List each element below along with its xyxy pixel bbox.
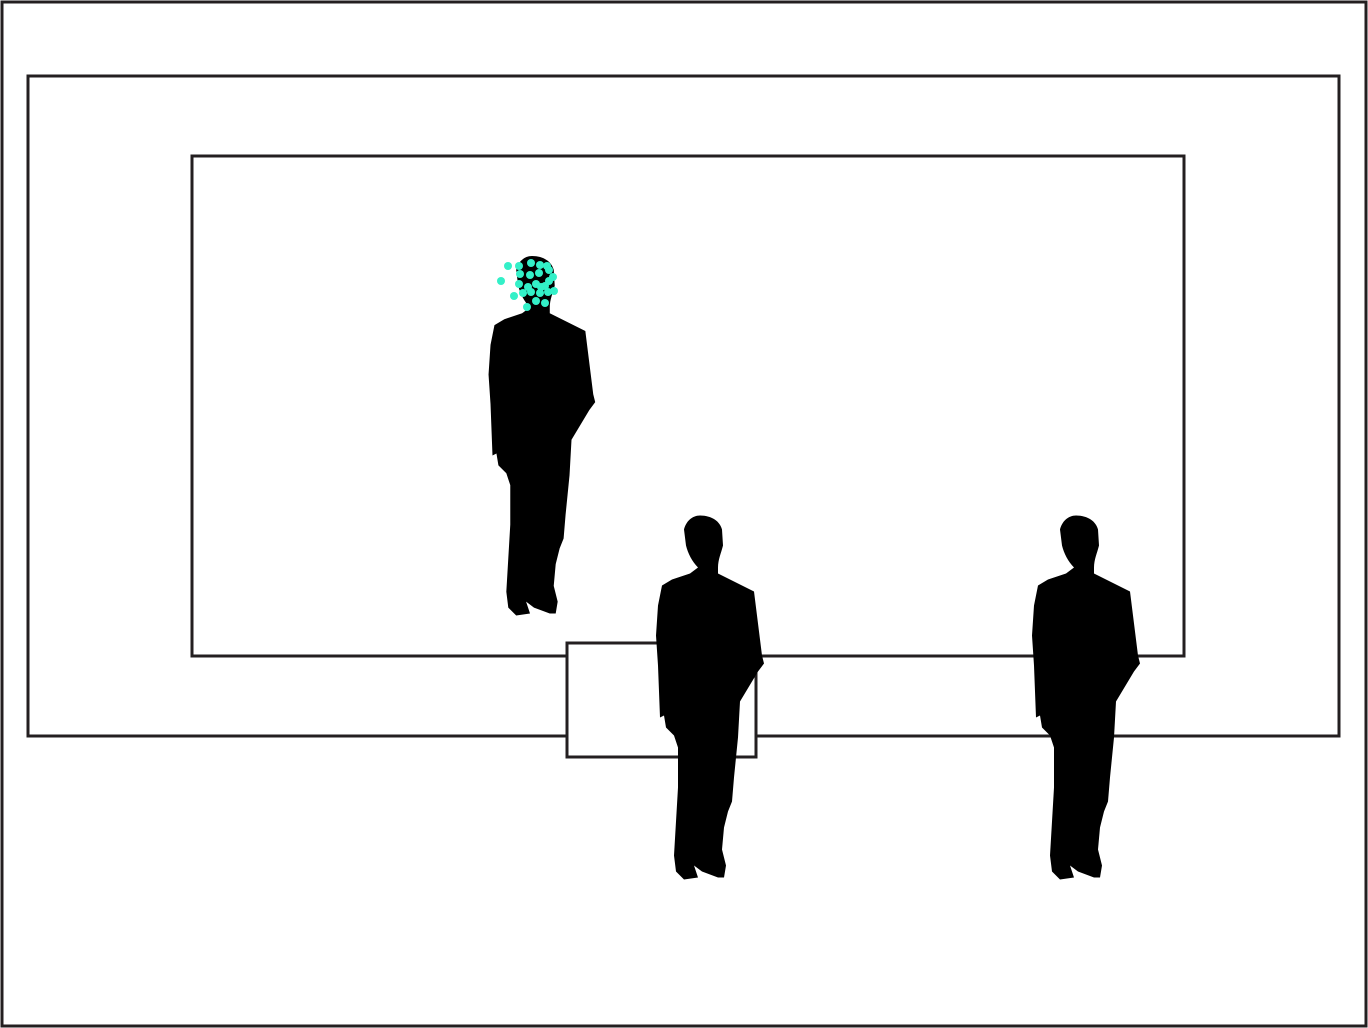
gaze-point xyxy=(545,266,553,274)
gaze-point xyxy=(523,303,531,311)
gaze-point xyxy=(536,261,544,269)
gaze-point xyxy=(545,277,553,285)
gaze-point xyxy=(510,292,518,300)
gaze-point xyxy=(504,262,512,270)
gaze-point xyxy=(497,277,505,285)
gaze-point xyxy=(541,299,549,307)
gaze-point xyxy=(532,297,540,305)
gaze-point xyxy=(536,289,544,297)
gaze-point xyxy=(537,283,545,291)
gaze-point xyxy=(519,289,527,297)
gaze-point xyxy=(535,269,543,277)
gaze-point xyxy=(544,288,552,296)
gaze-point xyxy=(516,270,524,278)
figure-back-left xyxy=(488,256,596,616)
gaze-point xyxy=(515,262,523,270)
gaze-point xyxy=(527,259,535,267)
gaze-point xyxy=(526,271,534,279)
gaze-point xyxy=(527,288,535,296)
figure-front-right xyxy=(1032,515,1140,880)
gaze-point xyxy=(550,287,558,295)
gaze-point xyxy=(515,280,523,288)
gaze-points xyxy=(497,259,558,311)
